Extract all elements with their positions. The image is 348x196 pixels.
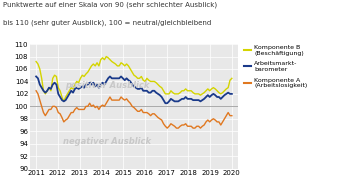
Text: negativer Ausblick: negativer Ausblick: [63, 137, 151, 146]
Legend: Komponente B
(Beschäftigung), Arbeitsmarkt-
barometer, Komponente A
(Arbeitslosi: Komponente B (Beschäftigung), Arbeitsmar…: [244, 45, 308, 88]
Text: Punktwerte auf einer Skala von 90 (sehr schlechter Ausblick): Punktwerte auf einer Skala von 90 (sehr …: [3, 2, 218, 8]
Text: bis 110 (sehr guter Ausblick), 100 = neutral/gleichbleibend: bis 110 (sehr guter Ausblick), 100 = neu…: [3, 20, 212, 26]
Text: positiver Ausblick: positiver Ausblick: [65, 81, 149, 90]
